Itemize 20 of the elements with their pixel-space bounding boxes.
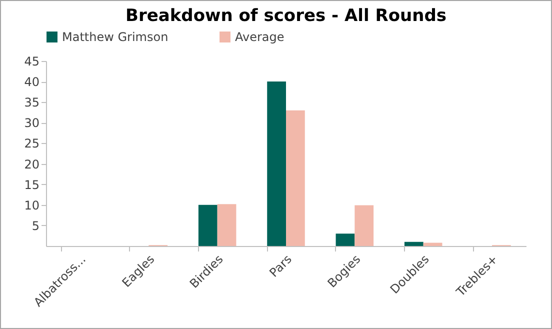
bar — [267, 82, 286, 246]
bar — [336, 234, 355, 246]
y-tick-label: 20 — [24, 157, 40, 172]
y-tick-label: 10 — [24, 198, 40, 212]
chart-title: Breakdown of scores - All Rounds — [125, 6, 447, 26]
legend-label: Matthew Grimson — [62, 30, 168, 44]
bar — [354, 205, 374, 246]
y-tick-label: 40 — [24, 75, 40, 90]
y-tick-label: 30 — [24, 116, 40, 130]
bar — [404, 242, 424, 246]
y-tick-label: 45 — [24, 54, 40, 68]
bar — [286, 110, 305, 246]
y-tick-label: 25 — [24, 136, 40, 151]
y-tick-label: 35 — [24, 96, 40, 110]
bar — [198, 204, 218, 246]
legend-label: Average — [235, 30, 284, 44]
bar — [423, 242, 442, 246]
y-tick-label: 15 — [24, 178, 40, 192]
bar — [217, 204, 236, 246]
y-tick-label: 5 — [32, 218, 40, 233]
